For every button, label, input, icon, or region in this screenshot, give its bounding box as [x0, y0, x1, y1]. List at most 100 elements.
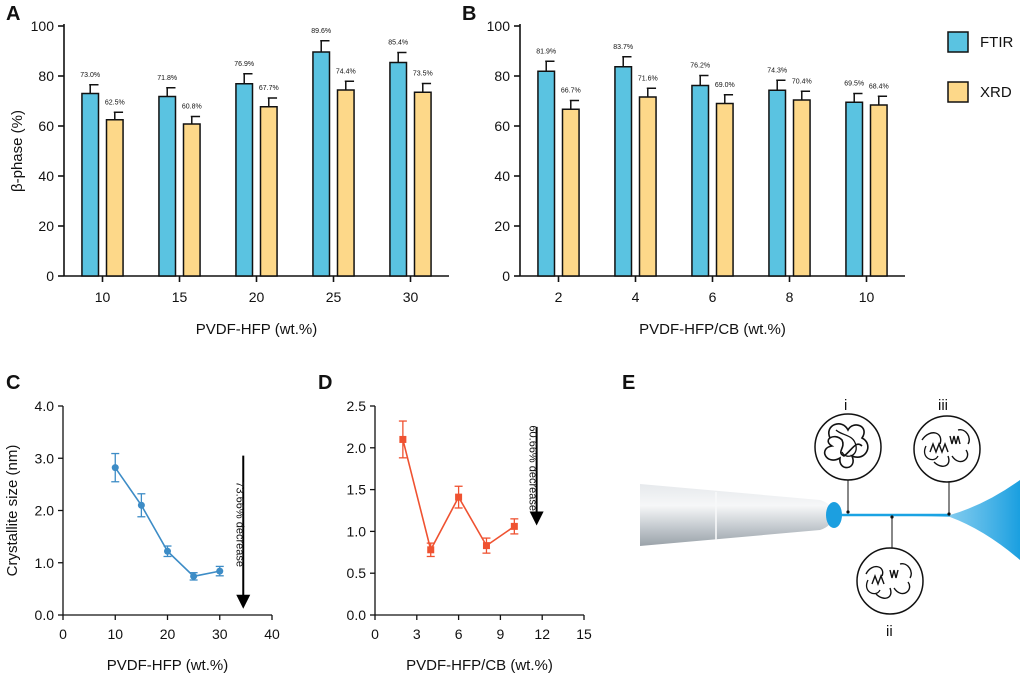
- data-point: [399, 435, 407, 443]
- xrd-bar: [413, 91, 432, 277]
- bar-value-label: 73.0%: [80, 72, 100, 79]
- y-tick-label: 100: [31, 18, 55, 34]
- data-point: [482, 542, 490, 550]
- x-tick-label: 2: [555, 289, 563, 305]
- y-tick-label: 60: [494, 118, 510, 134]
- data-point: [111, 464, 119, 472]
- ftir-bar: [81, 92, 100, 277]
- bar-value-label: 74.4%: [336, 68, 356, 75]
- electrospinning-diagram: i iii ii: [640, 397, 1020, 640]
- legend-xrd-swatch: [947, 81, 969, 103]
- x-tick-label: 4: [632, 289, 640, 305]
- y-tick-label: 1.0: [35, 555, 55, 571]
- y-tick-label: 60: [38, 118, 54, 134]
- bar-value-label: 70.4%: [792, 78, 812, 85]
- chart-panel-d: 0.0 0.5 1.0 1.5 2.0 2.5 0 3 6 9 12 15 60.66% decreas…: [347, 398, 592, 673]
- y-tick-label: 1.5: [347, 482, 367, 498]
- bar-value-label: 71.6%: [638, 75, 658, 82]
- x-tick-label: 40: [264, 626, 280, 642]
- data-point: [190, 572, 198, 580]
- y-axis-title: β-phase (%): [9, 110, 26, 192]
- bar-value-label: 76.9%: [234, 61, 254, 68]
- leader-dot-i: [846, 510, 850, 514]
- x-tick-label: 25: [326, 289, 342, 305]
- bar-value-label: 62.5%: [105, 99, 125, 106]
- bar-value-label: 73.5%: [413, 71, 433, 78]
- xrd-bar: [105, 119, 124, 277]
- decrease-arrow-head: [529, 511, 544, 526]
- xrd-bar: [638, 96, 657, 277]
- y-tick-label: 100: [487, 18, 511, 34]
- x-tick-label: 15: [172, 289, 188, 305]
- data-point: [164, 547, 171, 555]
- legend: FTIR XRD: [947, 31, 1013, 103]
- bar-value-label: 81.9%: [536, 48, 556, 55]
- x-tick-label: 30: [403, 289, 419, 305]
- label-ii: ii: [886, 623, 893, 640]
- y-tick-label: 2.0: [347, 440, 367, 456]
- ftir-bar: [158, 95, 177, 277]
- y-tick-label: 80: [494, 68, 510, 84]
- bar-value-label: 71.8%: [157, 75, 177, 82]
- ftir-bar: [691, 84, 710, 277]
- x-tick-label: 15: [576, 626, 592, 642]
- y-tick-label: 2.5: [347, 398, 367, 414]
- y-tick-label: 80: [38, 68, 54, 84]
- data-point: [455, 493, 463, 501]
- ftir-bar: [312, 51, 331, 277]
- ftir-bar: [389, 61, 408, 277]
- xrd-bar: [869, 104, 888, 277]
- legend-xrd-label: XRD: [980, 84, 1012, 101]
- whipping-jet: [840, 480, 1020, 560]
- y-tick-label: 20: [38, 218, 54, 234]
- x-tick-label: 30: [212, 626, 228, 642]
- y-tick-label: 20: [494, 218, 510, 234]
- bar-value-label: 69.5%: [844, 81, 864, 88]
- chart-panel-b: 0 20 40 60 80 100 2 81.9% 66.7% 4 83.7% 71.6% 6 76.2%…: [487, 18, 905, 338]
- data-point: [510, 522, 518, 530]
- y-tick-label: 2.0: [35, 503, 55, 519]
- y-tick-label: 40: [38, 168, 54, 184]
- y-tick-label: 0.5: [347, 565, 367, 581]
- ftir-bar: [537, 70, 556, 277]
- y-tick-label: 40: [494, 168, 510, 184]
- spinneret-needle: [640, 484, 833, 546]
- data-point: [427, 546, 435, 554]
- x-tick-label: 12: [534, 626, 550, 642]
- bar-value-label: 67.7%: [259, 85, 279, 92]
- x-tick-label: 9: [497, 626, 505, 642]
- y-tick-label: 0: [46, 268, 54, 284]
- chain-conformation-i-icon: [814, 413, 882, 481]
- chart-panel-c: 0.0 1.0 2.0 3.0 4.0 0 10 20 30 40 73.66% decrease P…: [4, 398, 280, 673]
- x-tick-label: 10: [95, 289, 111, 305]
- y-tick-label: 1.0: [347, 523, 367, 539]
- bar-value-label: 68.4%: [869, 83, 889, 90]
- bar-value-label: 85.4%: [388, 40, 408, 47]
- decrease-annotation: 60.66% decrease: [527, 425, 539, 511]
- x-tick-label: 3: [413, 626, 421, 642]
- x-axis-title: PVDF-HFP/CB (wt.%): [406, 657, 553, 673]
- decrease-arrow-head: [236, 594, 251, 609]
- xrd-bar: [336, 89, 355, 277]
- y-tick-label: 0: [502, 268, 510, 284]
- xrd-bar: [182, 123, 201, 277]
- chain-conformation-iii-icon: [913, 415, 981, 483]
- xrd-bar: [715, 102, 734, 277]
- leader-dot-ii: [890, 515, 894, 519]
- x-axis-title: PVDF-HFP/CB (wt.%): [639, 321, 786, 338]
- label-iii: iii: [938, 397, 948, 414]
- x-tick-label: 0: [371, 626, 379, 642]
- bar-value-label: 69.0%: [715, 82, 735, 89]
- decrease-annotation: 73.66% decrease: [233, 481, 245, 567]
- x-tick-label: 8: [786, 289, 794, 305]
- bar-value-label: 83.7%: [613, 44, 633, 51]
- x-tick-label: 6: [455, 626, 463, 642]
- x-tick-label: 20: [160, 626, 176, 642]
- ftir-bar: [235, 83, 254, 277]
- chart-panel-a: 0 20 40 60 80 100 10 73.0% 62.5% 15 71.8% 60.8% 20 76…: [9, 18, 449, 338]
- panel-letter-c: C: [6, 372, 20, 394]
- y-tick-label: 3.0: [35, 450, 55, 466]
- chain-conformation-ii-icon: [856, 547, 924, 615]
- bar-value-label: 66.7%: [561, 88, 581, 95]
